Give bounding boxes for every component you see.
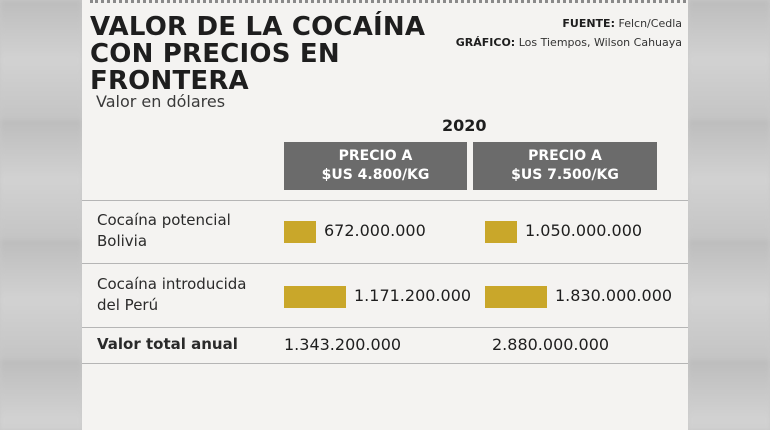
- bar-bolivia-col1: [284, 221, 316, 243]
- column-header-1-line-1: PRECIO A: [338, 148, 413, 164]
- source-value: Felcn/Cedla: [618, 17, 682, 30]
- row-label-line-1: Valor total anual: [97, 335, 238, 353]
- graphic-value: Los Tiempos, Wilson Cahuaya: [518, 36, 682, 49]
- bar-peru-col2: [485, 286, 547, 308]
- bar-bolivia-col2: [485, 221, 517, 243]
- row-label-line-2: Bolivia: [97, 232, 148, 250]
- row-label-line-1: Cocaína introducida: [97, 275, 247, 293]
- bar-peru-col1: [284, 286, 346, 308]
- graphic-label: GRÁFICO:: [455, 36, 516, 49]
- column-header-2-line-2: $US 7.500/KG: [511, 167, 619, 183]
- value-peru-col2: 1.830.000.000: [555, 286, 673, 305]
- chart-subtitle: Valor en dólares: [96, 92, 226, 111]
- background-left: [0, 0, 82, 430]
- row-label-bolivia: Cocaína potencial Bolivia: [97, 210, 277, 252]
- column-header-1-line-2: $US 4.800/KG: [321, 167, 430, 183]
- row-label-total: Valor total anual: [97, 334, 277, 355]
- year-label: 2020: [442, 116, 487, 135]
- row-label-line-1: Cocaína potencial: [97, 211, 231, 229]
- source-label: FUENTE:: [562, 17, 615, 30]
- row-label-peru: Cocaína introducida del Perú: [97, 274, 277, 316]
- infographic-card: [82, 0, 688, 430]
- column-header-1: PRECIO A $US 4.800/KG: [284, 142, 467, 190]
- credits: FUENTE: Felcn/Cedla GRÁFICO: Los Tiempos…: [456, 14, 682, 52]
- row-divider: [82, 200, 688, 201]
- column-header-2: PRECIO A $US 7.500/KG: [473, 142, 657, 190]
- value-peru-col1: 1.171.200.000: [354, 286, 472, 305]
- value-bolivia-col2: 1.050.000.000: [525, 221, 643, 240]
- background-right: [688, 0, 770, 430]
- title-line-1: VALOR DE LA COCAÍNA: [90, 12, 426, 42]
- row-divider: [82, 327, 688, 328]
- title-line-2: CON PRECIOS EN FRONTERA: [90, 39, 340, 96]
- top-dotted-border: [90, 0, 686, 8]
- graphic-credit: GRÁFICO: Los Tiempos, Wilson Cahuaya: [456, 33, 682, 52]
- row-label-line-2: del Perú: [97, 296, 159, 314]
- value-total-col2: 2.880.000.000: [492, 335, 610, 354]
- page-title: VALOR DE LA COCAÍNA CON PRECIOS EN FRONT…: [90, 14, 470, 95]
- source-credit: FUENTE: Felcn/Cedla: [456, 14, 682, 33]
- column-header-2-line-1: PRECIO A: [528, 148, 602, 164]
- row-divider: [82, 263, 688, 264]
- value-bolivia-col1: 672.000.000: [324, 221, 426, 240]
- value-total-col1: 1.343.200.000: [284, 335, 402, 354]
- row-divider: [82, 363, 688, 364]
